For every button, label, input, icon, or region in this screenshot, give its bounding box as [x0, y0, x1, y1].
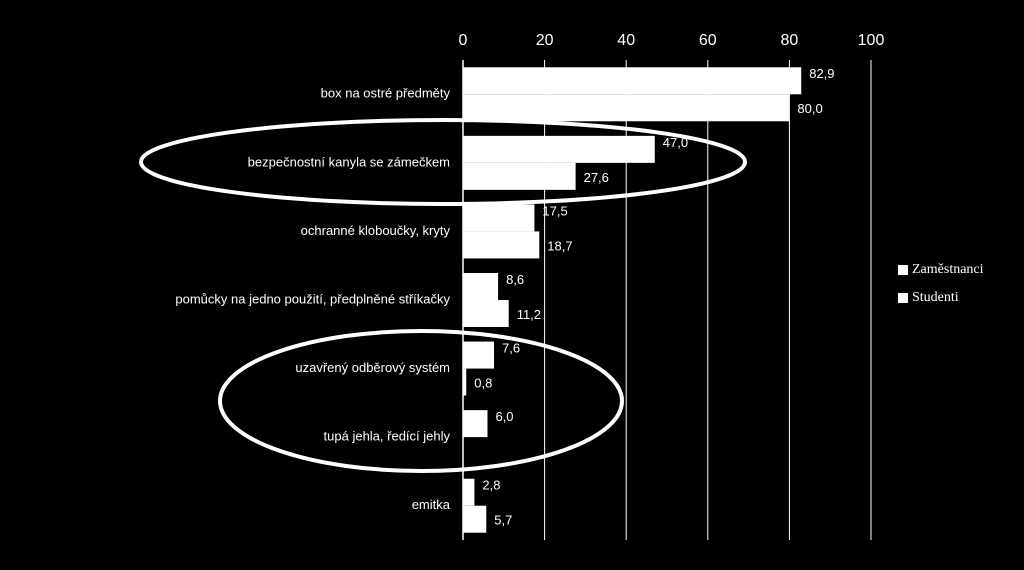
legend-label: Zaměstnanci	[912, 262, 984, 277]
value-label: 5,7	[494, 513, 512, 528]
value-label: 11,2	[517, 307, 541, 322]
value-label: 0,8	[474, 376, 492, 391]
legend-swatch	[898, 265, 908, 275]
x-tick-label: 40	[617, 32, 635, 49]
bar	[463, 341, 495, 369]
bar	[463, 162, 576, 190]
y-tick-label: pomůcky na jedno použití, předplněné stř…	[175, 291, 450, 306]
x-tick-label: 20	[536, 32, 554, 49]
bar	[463, 478, 475, 506]
y-tick-label: emitka	[412, 497, 451, 512]
bar	[463, 368, 467, 396]
bar	[463, 273, 499, 300]
bar	[463, 67, 802, 95]
y-tick-label: bezpečnostní kanyla se zámečkem	[248, 154, 450, 169]
value-label: 17,5	[542, 203, 567, 218]
highlight-ellipse	[218, 329, 624, 473]
value-label: 6,0	[495, 409, 513, 424]
bar	[463, 231, 540, 259]
bar	[463, 300, 509, 327]
x-tick-label: 0	[459, 32, 468, 49]
y-tick-label: tupá jehla, ředící jehly	[324, 429, 451, 444]
bar	[463, 410, 488, 438]
bar	[463, 505, 487, 533]
value-label: 18,7	[547, 238, 572, 253]
legend-label: Studenti	[912, 290, 959, 305]
value-label: 47,0	[663, 135, 688, 150]
value-label: 80,0	[797, 101, 822, 116]
value-label: 8,6	[506, 272, 524, 287]
highlight-ellipse	[139, 118, 747, 206]
x-tick-label: 100	[858, 32, 885, 49]
x-tick-label: 80	[781, 32, 799, 49]
value-label: 2,8	[482, 478, 500, 493]
y-tick-label: box na ostré předměty	[321, 86, 451, 101]
legend-swatch	[898, 293, 908, 303]
bar	[463, 204, 535, 232]
y-tick-label: ochranné kloboučky, kryty	[301, 223, 451, 238]
x-tick-label: 60	[699, 32, 717, 49]
value-label: 27,6	[584, 170, 609, 185]
bar	[463, 135, 655, 163]
bar	[463, 94, 790, 122]
value-label: 82,9	[809, 66, 834, 81]
value-label: 7,6	[502, 341, 520, 356]
y-tick-label: uzavřený odběrový systém	[295, 360, 450, 375]
